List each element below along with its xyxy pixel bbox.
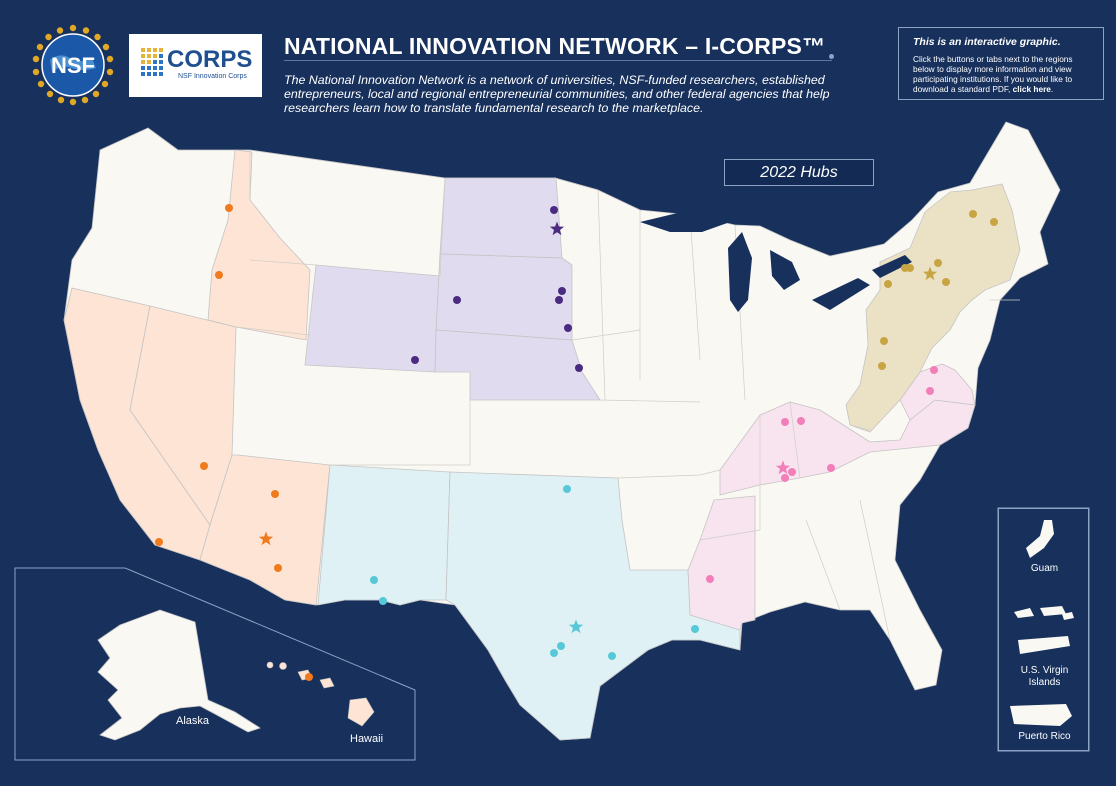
hub-marker-southwest-6[interactable]: [550, 649, 558, 657]
territories-panel: Guam U.S. Virgin Islands Puerto Rico: [998, 508, 1089, 751]
region-west-arizona[interactable]: [199, 454, 331, 606]
hub-marker-northeast-6[interactable]: [942, 278, 950, 286]
hub-marker-mid-south-8[interactable]: [706, 575, 714, 583]
icorps-grid-icon: [141, 48, 163, 76]
hub-marker-midwest-3[interactable]: [558, 287, 566, 295]
page-subtitle: The National Innovation Network is a net…: [284, 73, 830, 115]
icorps-logo-text: CORPS: [167, 46, 253, 73]
nsf-seal-rays: [32, 24, 114, 106]
region-southwest-oklahoma-texas[interactable]: [445, 471, 741, 741]
hub-marker-mid-south-7[interactable]: [781, 474, 789, 482]
hub-marker-mid-south-5[interactable]: [788, 468, 796, 476]
inset-frame: [14, 567, 416, 761]
hawaii-label: Hawaii: [350, 733, 384, 745]
hub-marker-west-4[interactable]: [271, 490, 279, 498]
alaska-shape[interactable]: [97, 609, 261, 741]
icorps-logo-subtext: NSF Innovation Corps: [178, 73, 247, 80]
region-midwest-wyoming[interactable]: [304, 264, 441, 373]
hub-marker-west-6[interactable]: [155, 538, 163, 546]
hub-marker-mid-south-6[interactable]: [827, 464, 835, 472]
info-box-end: .: [1050, 84, 1054, 94]
hub-marker-southwest-5[interactable]: [557, 642, 565, 650]
puerto-rico-label: Puerto Rico: [1018, 731, 1071, 742]
hub-marker-northeast-8[interactable]: [880, 337, 888, 345]
download-pdf-link[interactable]: click here: [1012, 84, 1051, 94]
guam-label: Guam: [1030, 563, 1059, 574]
hub-marker-midwest-5[interactable]: [564, 324, 572, 332]
hawaii-shape[interactable]: [266, 661, 375, 727]
hub-lead-star-mid-south[interactable]: [775, 460, 791, 475]
great-lakes: [640, 210, 912, 312]
hub-marker-west-2[interactable]: [215, 271, 223, 279]
hub-marker-mid-south-2[interactable]: [797, 417, 805, 425]
page-title: NATIONAL INNOVATION NETWORK – I-CORPS™: [284, 33, 826, 59]
usvi-label: U.S. Virgin Islands: [1020, 665, 1069, 688]
puerto-rico-shape[interactable]: [1010, 704, 1072, 726]
region-southwest-new-mexico[interactable]: [317, 464, 451, 606]
hub-marker-west-3[interactable]: [200, 462, 208, 470]
info-box-text: Click the buttons or tabs next to the re…: [913, 54, 1073, 94]
hub-marker-mid-south-3[interactable]: [930, 366, 938, 374]
hub-marker-southwest-7[interactable]: [608, 652, 616, 660]
guam-shape[interactable]: [1026, 520, 1054, 558]
info-box-body: Click the buttons or tabs next to the re…: [913, 54, 1093, 94]
hub-marker-southwest-4[interactable]: [691, 625, 699, 633]
region-midsouth-mississippi[interactable]: [687, 495, 756, 631]
hub-marker-midwest-6[interactable]: [575, 364, 583, 372]
hub-marker-northeast-4[interactable]: [906, 264, 914, 272]
hub-marker-midwest-2[interactable]: [453, 296, 461, 304]
icorps-logo[interactable]: CORPS NSF Innovation Corps: [129, 34, 262, 97]
title-divider: [284, 60, 832, 61]
hub-marker-southwest-3[interactable]: [379, 597, 387, 605]
hub-marker-northeast-7[interactable]: [884, 280, 892, 288]
region-midwest-nebraska[interactable]: [434, 329, 601, 401]
region-midsouth-virginia[interactable]: [899, 363, 976, 421]
usvi-shape[interactable]: [1014, 606, 1074, 654]
region-midwest-south-dakota[interactable]: [435, 253, 573, 341]
hub-marker-west-7[interactable]: [305, 673, 313, 681]
hub-marker-northeast-2[interactable]: [990, 218, 998, 226]
hub-markers: [155, 204, 998, 681]
hub-marker-northeast-9[interactable]: [878, 362, 886, 370]
hub-marker-west-5[interactable]: [274, 564, 282, 572]
hub-marker-northeast-1[interactable]: [969, 210, 977, 218]
info-box: This is an interactive graphic. Click th…: [898, 27, 1104, 100]
hub-lead-star-midwest[interactable]: [549, 221, 565, 236]
nsf-logo[interactable]: NSF: [30, 22, 116, 108]
region-northeast[interactable]: [845, 183, 1021, 433]
hub-marker-mid-south-4[interactable]: [926, 387, 934, 395]
alaska-label: Alaska: [176, 715, 210, 727]
hub-marker-southwest-2[interactable]: [370, 576, 378, 584]
hub-lead-star-west[interactable]: [258, 531, 274, 546]
hub-marker-midwest-4[interactable]: [555, 296, 563, 304]
nsf-logo-text: NSF: [51, 53, 95, 78]
hub-lead-star-northeast[interactable]: [922, 266, 938, 281]
hubs-label[interactable]: 2022 Hubs: [724, 159, 874, 186]
info-box-title: This is an interactive graphic.: [913, 36, 1061, 48]
region-midwest-north-dakota[interactable]: [439, 177, 563, 259]
hub-marker-midwest-1[interactable]: [550, 206, 558, 214]
hub-marker-southwest-1[interactable]: [563, 485, 571, 493]
hub-marker-west-1[interactable]: [225, 204, 233, 212]
title-divider-dot: [829, 54, 834, 59]
hub-marker-mid-south-1[interactable]: [781, 418, 789, 426]
hub-marker-midwest-7[interactable]: [411, 356, 419, 364]
hub-lead-star-southwest[interactable]: [568, 619, 584, 634]
hub-marker-northeast-5[interactable]: [934, 259, 942, 267]
region-west-idaho[interactable]: [207, 149, 311, 341]
